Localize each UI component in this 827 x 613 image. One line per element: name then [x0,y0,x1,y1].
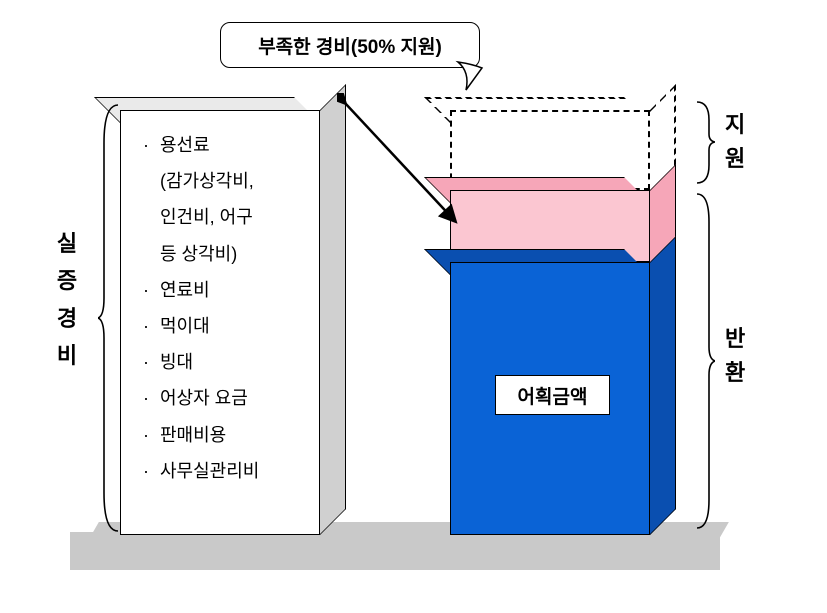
label-char: 원 [725,142,745,176]
label-char: 환 [725,356,745,390]
list-item: · 먹이대 [140,309,320,343]
return-label: 반 환 [725,322,745,390]
bullet-icon: · [140,309,152,343]
catch-amount-text: 어획금액 [518,382,588,409]
list-item-text: 먹이대 [160,309,210,343]
bullet-icon: · [140,418,152,452]
box-side-face [320,84,346,535]
label-char: 지 [725,108,745,142]
list-item: · 빙대 [140,345,320,379]
list-item-text: 연료비 [160,273,210,307]
label-char: 반 [725,322,745,356]
label-char: 증 [55,262,79,299]
support-label: 지 원 [725,108,745,176]
bullet-icon: · [140,454,152,488]
list-item: · 용선료 [140,128,320,162]
list-item-text: 용선료 [160,128,210,162]
list-item: · 어상자 요금 [140,381,320,415]
catch-side [650,236,676,535]
bullet-icon: · [140,128,152,162]
callout-bubble: 부족한 경비(50% 지원) [220,22,480,68]
bullet-icon: · [140,345,152,379]
label-char: 실 [55,225,79,262]
list-item: · 사무실관리비 [140,454,320,488]
right-brace-return-icon [695,192,715,530]
revenue-stack [450,97,680,537]
cost-list: · 용선료 (감가상각비, 인건비, 어구 등 상각비) · 연료비 · 먹이대… [140,128,320,538]
list-item-text: 판매비용 [160,418,226,452]
list-item-subline: 등 상각비) [140,237,320,271]
list-item-text: 사무실관리비 [160,454,259,488]
list-item: · 연료비 [140,273,320,307]
bullet-icon: · [140,273,152,307]
list-item-subline: (감가상각비, [140,164,320,198]
list-item-text: 어상자 요금 [160,381,248,415]
bullet-icon: · [140,381,152,415]
cost-list-inner: · 용선료 (감가상각비, 인건비, 어구 등 상각비) · 연료비 · 먹이대… [140,128,320,488]
label-char: 경 [55,300,79,337]
left-brace-icon [98,103,120,533]
callout-text: 부족한 경비(50% 지원) [258,32,442,59]
list-item-subline: 인건비, 어구 [140,200,320,234]
right-brace-support-icon [695,100,715,185]
cost-support-diagram: · 용선료 (감가상각비, 인건비, 어구 등 상각비) · 연료비 · 먹이대… [0,0,827,613]
list-item-text: 빙대 [160,345,193,379]
label-char: 비 [55,337,79,374]
callout-tail-icon [456,60,490,94]
catch-amount-label: 어획금액 [495,375,610,415]
actual-cost-label: 실 증 경 비 [55,225,79,375]
list-item: · 판매비용 [140,418,320,452]
